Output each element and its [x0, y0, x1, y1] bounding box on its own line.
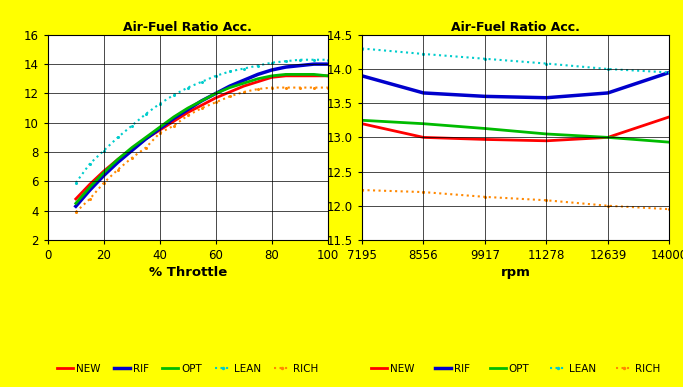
Legend: NEW, RIF, OPT, LEAN, RICH: NEW, RIF, OPT, LEAN, RICH: [367, 360, 664, 378]
X-axis label: rpm: rpm: [501, 266, 531, 279]
X-axis label: % Throttle: % Throttle: [149, 266, 227, 279]
Title: Air-Fuel Ratio Acc.: Air-Fuel Ratio Acc.: [124, 21, 252, 34]
Title: Air-Fuel Ratio Acc.: Air-Fuel Ratio Acc.: [451, 21, 580, 34]
Legend: NEW, RIF, OPT, LEAN, RICH: NEW, RIF, OPT, LEAN, RICH: [53, 360, 322, 378]
